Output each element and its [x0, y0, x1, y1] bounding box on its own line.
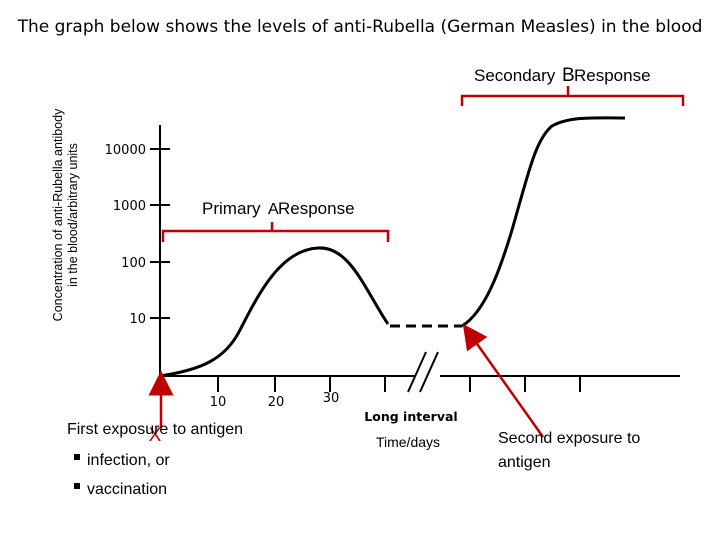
y-tick-label-10000: 10000 [105, 143, 146, 158]
secondary-response-curve [461, 116, 626, 328]
page-title: The graph below shows the levels of anti… [17, 17, 703, 37]
axis-break-mark-2 [419, 351, 439, 393]
second-exposure-arrow [462, 323, 545, 438]
secondary-response-label: Secondary B Response [474, 65, 651, 86]
y-tick-label-1000: 1000 [113, 199, 146, 214]
y-tick-label-100: 100 [121, 256, 146, 271]
primary-response-label: Primary A Response [202, 199, 355, 218]
second-exposure-label-2: antigen [498, 454, 551, 471]
axis-break [407, 351, 439, 393]
primary-response-word: Response [278, 199, 355, 218]
x-ticks [217, 376, 581, 392]
bullet-marker-1 [74, 454, 80, 460]
y-axis-label-line-1: Concentration of anti-Rubella antibody [51, 108, 65, 321]
primary-response-bracket [161, 229, 390, 242]
y-ticks [150, 148, 170, 319]
first-exposure-x-marker: X [149, 425, 162, 446]
y-tick-label-10: 10 [129, 312, 146, 327]
bullet-vaccination: vaccination [87, 481, 167, 498]
first-exposure-bullets: infection, or vaccination [74, 452, 170, 498]
y-axis-label: Concentration of anti-Rubella antibody i… [51, 108, 80, 321]
primary-label-word: Primary [202, 199, 261, 218]
long-interval-label: Long interval [364, 409, 457, 424]
x-tick-label-20: 20 [268, 395, 285, 410]
secondary-letter-b: B [562, 65, 575, 86]
primary-letter-a: A [268, 201, 279, 218]
first-exposure-label: First exposure to antigen [67, 421, 243, 438]
x-tick-label-30: 30 [323, 391, 340, 406]
x-axis-label: Time/days [376, 434, 440, 450]
x-tick-label-10: 10 [210, 395, 227, 410]
y-axis-label-line-2: in the blood/arbitrary units [66, 143, 80, 287]
bullet-infection-text: infection, or [87, 452, 170, 469]
primary-response-curve [159, 246, 390, 378]
bullet-marker-2 [74, 483, 80, 489]
secondary-label-word: Secondary [474, 66, 556, 85]
axis-break-mark-1 [407, 351, 427, 393]
secondary-response-bracket [460, 94, 685, 106]
second-exposure-label-1: Second exposure to [498, 430, 640, 447]
y-tick-labels: 10000 1000 100 10 [105, 143, 146, 327]
bullet-infection: infection, or [87, 452, 170, 469]
secondary-response-word: Response [574, 66, 651, 85]
x-tick-labels: 10 20 30 [210, 391, 340, 410]
